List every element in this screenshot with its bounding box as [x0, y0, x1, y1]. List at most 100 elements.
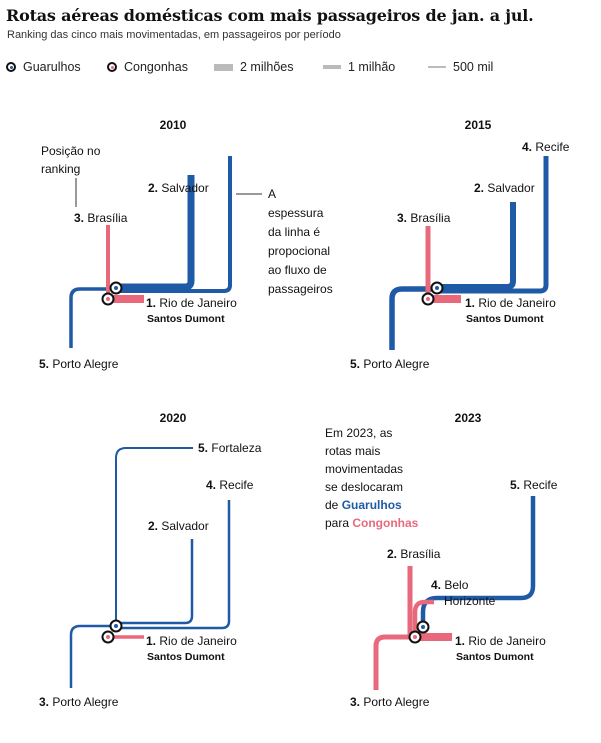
route-destination: Rio de Janeiro [468, 634, 546, 648]
shift-note-para: para [325, 516, 352, 530]
guarulhos-marker-dot [114, 624, 118, 628]
route-label-rio: 1. Rio de Janeiro [146, 634, 237, 648]
route-note-santos-dumont: Santos Dumont [147, 313, 225, 325]
guarulhos-marker-dot [435, 286, 439, 290]
route-rank: 4. [431, 578, 441, 592]
rank-note-line-1: Posição no [41, 144, 101, 158]
shift-note-line-5: de Guarulhos [325, 498, 402, 512]
legend-2m-label: 2 milhões [240, 60, 294, 74]
congonhas-marker-dot [413, 635, 417, 639]
route-rank: 4. [206, 478, 216, 492]
year-label: 2015 [465, 118, 492, 132]
legend-2m: 2 milhões [214, 60, 294, 74]
route-rank: 5. [198, 441, 208, 455]
route-destination: Rio de Janeiro [159, 634, 237, 648]
route-label-recife: 4. Recife [522, 140, 570, 154]
route-porto-alegre [373, 634, 415, 690]
route-label-rio: 1. Rio de Janeiro [455, 634, 546, 648]
congonhas-marker-dot [106, 297, 110, 301]
width-note-line-1: A [268, 187, 276, 201]
rank-note-line-2: ranking [41, 162, 80, 176]
legend-congonhas: Congonhas [107, 60, 188, 74]
legend: Guarulhos Congonhas 2 milhões 1 milhão 5… [6, 60, 596, 78]
route-destination: Salvador [487, 181, 534, 195]
route-rank: 1. [465, 296, 475, 310]
route-porto-alegre [69, 624, 116, 688]
route-rank: 2. [148, 181, 158, 195]
chart-subtitle: Ranking das cinco mais movimentadas, em … [7, 29, 341, 41]
route-destination: Salvador [161, 181, 208, 195]
route-destination: Porto Alegre [363, 695, 429, 709]
route-label-fortaleza: 5. Fortaleza [198, 441, 262, 455]
congonhas-marker-dot [426, 297, 430, 301]
route-rank: 5. [510, 478, 520, 492]
width-note-line-3: da linha é [268, 225, 320, 239]
route-porto-alegre [69, 287, 116, 348]
shift-note-line-4: se deslocaram [325, 480, 403, 494]
shift-note-de: de [325, 498, 342, 512]
route-rank: 3. [397, 211, 407, 225]
route-label-porto-alegre: 5. Porto Alegre [39, 357, 119, 371]
line-width-2m-swatch [214, 63, 233, 71]
route-rank: 2. [387, 547, 397, 561]
route-destination: Rio de Janeiro [159, 296, 237, 310]
route-label-salvador: 2. Salvador [474, 181, 535, 195]
route-label-porto-alegre: 3. Porto Alegre [39, 695, 119, 709]
route-rank: 4. [522, 140, 532, 154]
route-label-belo-horizonte-line-2: Horizonte [444, 594, 496, 608]
route-label-porto-alegre: 3. Porto Alegre [350, 695, 430, 709]
route-fortaleza [115, 447, 193, 627]
line-width-500k-swatch [428, 66, 446, 68]
route-rank: 3. [350, 695, 360, 709]
route-note-santos-dumont: Santos Dumont [456, 651, 534, 663]
route-label-brasilia: 3. Brasília [397, 211, 451, 225]
route-label-salvador: 2. Salvador [148, 519, 209, 533]
route-destination: Brasília [400, 547, 440, 561]
route-salvador [116, 539, 194, 625]
shift-note-line-6: para Congonhas [325, 516, 419, 530]
route-recife [420, 496, 536, 627]
width-note-line-4: propocional [268, 244, 330, 258]
route-salvador [437, 202, 516, 290]
legend-guarulhos: Guarulhos [6, 60, 81, 74]
width-note-line-5: ao fluxo de [268, 263, 327, 277]
legend-guarulhos-label: Guarulhos [23, 60, 81, 74]
route-rank: 2. [148, 519, 158, 533]
route-destination: Recife [219, 478, 253, 492]
panel-2020: 2020 5. Fortaleza 4. Recife 2. Salvador … [39, 411, 262, 709]
route-rank: 5. [350, 357, 360, 371]
route-rank: 1. [146, 296, 156, 310]
route-destination: Brasília [87, 211, 127, 225]
year-label: 2010 [160, 118, 187, 132]
route-label-recife: 4. Recife [206, 478, 254, 492]
shift-note-line-2: rotas mais [325, 444, 380, 458]
guarulhos-marker-icon [6, 62, 16, 72]
route-label-brasilia: 2. Brasília [387, 547, 441, 561]
route-destination: Recife [523, 478, 557, 492]
year-label: 2020 [160, 411, 187, 425]
route-label-brasilia: 3. Brasília [74, 211, 128, 225]
route-destination: Brasília [410, 211, 450, 225]
shift-note-line-1: Em 2023, as [325, 426, 392, 440]
route-porto-alegre [389, 286, 437, 350]
route-label-belo-horizonte: 4. Belo [431, 578, 469, 592]
route-destination: Porto Alegre [363, 357, 429, 371]
chart-title: Rotas aéreas domésticas com mais passage… [6, 6, 534, 25]
route-belo-horizonte [412, 599, 434, 637]
route-label-recife: 5. Recife [510, 478, 558, 492]
route-destination: Salvador [161, 519, 208, 533]
width-note-line-2: espessura [268, 206, 324, 220]
route-salvador [116, 175, 195, 291]
route-rank: 2. [474, 181, 484, 195]
line-width-1m-swatch [323, 65, 341, 69]
guarulhos-marker-dot [114, 286, 118, 290]
route-label-porto-alegre: 5. Porto Alegre [350, 357, 430, 371]
year-label: 2023 [455, 411, 482, 425]
route-destination: Recife [535, 140, 569, 154]
route-label-salvador: 2. Salvador [148, 181, 209, 195]
width-note-line-6: passageiros [268, 282, 333, 296]
panel-2015: 2015 4. Recife 2. Salvador 3. Brasília 1… [350, 118, 570, 371]
route-rank: 1. [455, 634, 465, 648]
congonhas-marker-icon [107, 62, 117, 72]
panel-2023: 2023 Em 2023, as rotas mais movimentadas… [325, 411, 558, 709]
